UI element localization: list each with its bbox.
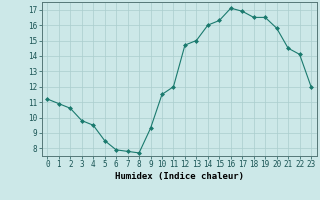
X-axis label: Humidex (Indice chaleur): Humidex (Indice chaleur) <box>115 172 244 181</box>
